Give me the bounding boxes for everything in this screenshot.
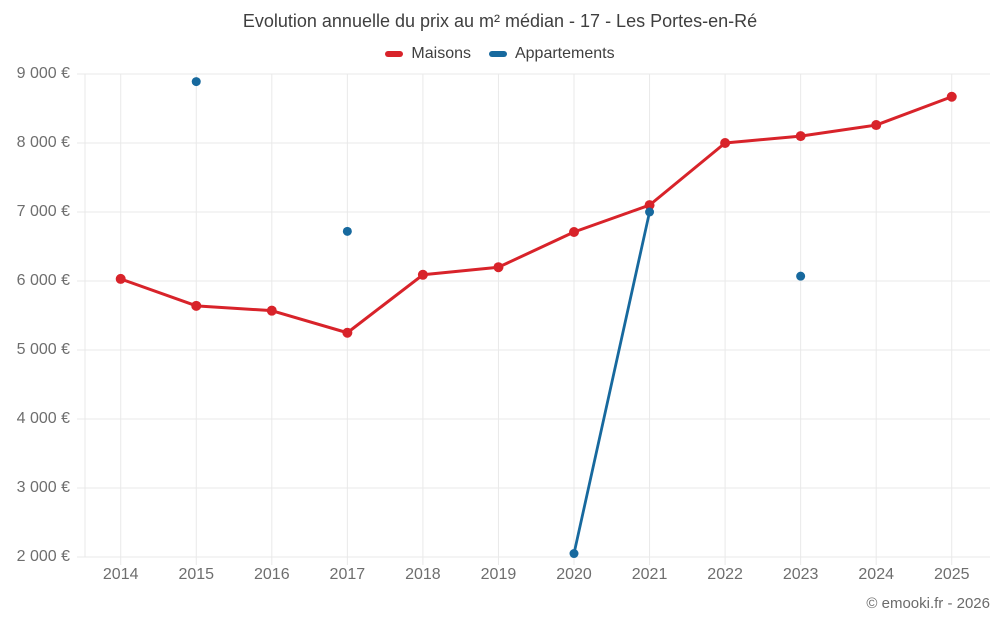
- data-point-maisons: [795, 131, 806, 142]
- data-point-appartements: [645, 207, 655, 217]
- data-point-maisons: [417, 269, 428, 280]
- copyright: © emooki.fr - 2026: [866, 595, 990, 612]
- chart-title: Evolution annuelle du prix au m² médian …: [242, 11, 758, 31]
- x-tick-label: 2023: [782, 566, 819, 583]
- series-line-maisons: [345, 273, 425, 335]
- y-tick-label: 9 000 €: [16, 65, 70, 82]
- y-tick-label: 4 000 €: [16, 410, 70, 427]
- data-point-maisons: [342, 327, 353, 338]
- data-point-maisons: [871, 120, 882, 131]
- x-tick-label: 2022: [707, 566, 743, 583]
- data-point-maisons: [644, 200, 655, 211]
- y-tick-label: 6 000 €: [16, 272, 70, 289]
- series-line-maisons: [648, 141, 727, 207]
- series-line-maisons: [194, 304, 274, 313]
- series-line-maisons: [119, 277, 198, 308]
- data-point-maisons: [720, 138, 731, 148]
- legend-item-appartements[interactable]: Appartements: [488, 45, 615, 63]
- series-line-maisons: [270, 309, 349, 335]
- series-line-maisons: [496, 230, 576, 269]
- data-point-maisons: [266, 305, 277, 316]
- x-tick-label: 2021: [631, 566, 668, 583]
- data-point-maisons: [569, 227, 579, 238]
- data-point-appartements: [342, 226, 352, 236]
- data-point-appartements: [569, 549, 579, 559]
- legend-item-maisons[interactable]: Maisons: [385, 45, 471, 63]
- series-line-maisons: [421, 265, 500, 277]
- series-line-maisons: [572, 203, 652, 234]
- data-point-maisons: [946, 91, 957, 102]
- data-point-appartements: [796, 271, 806, 281]
- x-tick-label: 2024: [858, 566, 894, 583]
- x-tick-label: 2020: [556, 566, 592, 583]
- x-tick-label: 2015: [178, 566, 215, 583]
- maisons-series-swatch-icon: [385, 51, 404, 57]
- series-line-appartements: [572, 210, 651, 555]
- y-tick-label: 3 000 €: [16, 479, 70, 496]
- appartements-series-swatch-icon: [488, 51, 507, 57]
- x-tick-label: 2014: [102, 566, 139, 583]
- y-tick-label: 7 000 €: [16, 203, 70, 220]
- data-point-maisons: [493, 262, 504, 273]
- x-tick-label: 2017: [329, 566, 366, 583]
- y-tick-label: 8 000 €: [16, 134, 70, 151]
- series-line-maisons: [799, 123, 878, 138]
- y-tick-label: 5 000 €: [16, 341, 70, 358]
- data-point-maisons: [191, 300, 202, 311]
- series-line-maisons: [874, 95, 954, 127]
- legend-label-appartements: Appartements: [514, 45, 615, 62]
- series-line-maisons: [723, 134, 803, 145]
- x-tick-label: 2019: [480, 566, 517, 583]
- data-point-appartements: [191, 77, 201, 87]
- legend: Maisons Appartements: [0, 45, 1000, 63]
- x-tick-label: 2016: [254, 566, 290, 583]
- y-tick-label: 2 000 €: [16, 548, 70, 565]
- x-tick-label: 2018: [405, 566, 441, 583]
- x-tick-label: 2025: [933, 566, 970, 583]
- data-point-maisons: [115, 273, 126, 284]
- legend-label-maisons: Maisons: [411, 45, 471, 62]
